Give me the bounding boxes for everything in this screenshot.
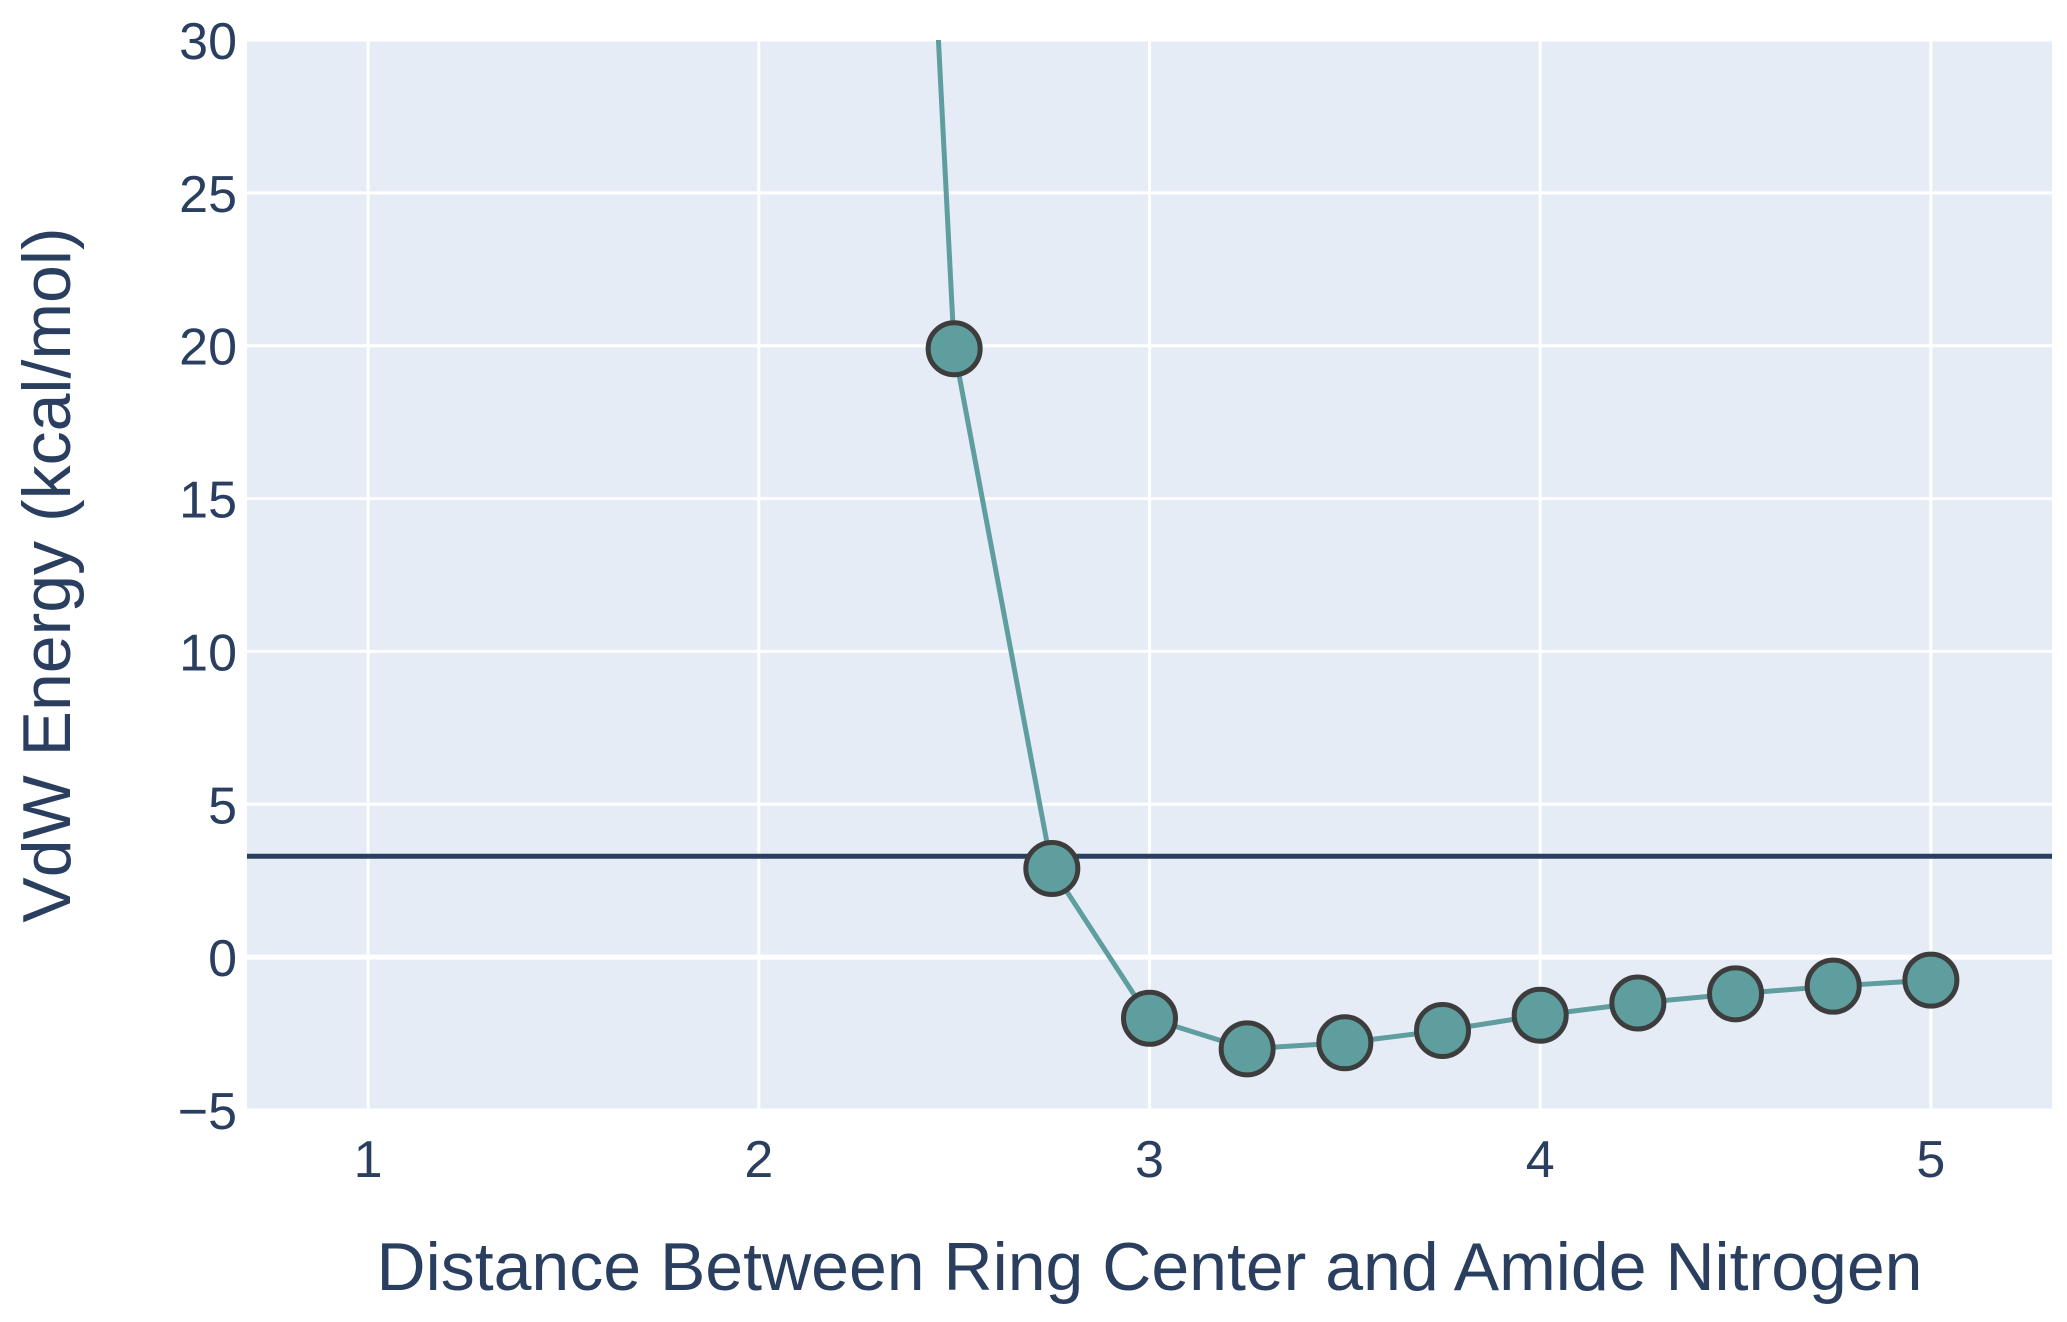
y-tick-label: 0 [208, 930, 237, 988]
y-tick-label: −5 [178, 1083, 237, 1141]
y-tick-label: 20 [179, 319, 237, 377]
y-tick-label: 10 [179, 624, 237, 682]
data-point [1121, 989, 1178, 1047]
x-tick-label: 5 [1916, 1131, 1945, 1189]
x-tick-label: 4 [1526, 1131, 1555, 1189]
data-series [925, 40, 1960, 1078]
x-tick-label: 3 [1135, 1131, 1164, 1189]
y-tick-label: 15 [179, 472, 237, 530]
data-point [1707, 965, 1765, 1023]
data-point [1316, 1014, 1374, 1072]
data-point [1902, 951, 1960, 1009]
data-point [925, 320, 983, 378]
data-point [1511, 986, 1569, 1044]
tick-labels: 1 2 3 4 5 −5 0 5 10 15 20 25 30 [178, 13, 1946, 1189]
y-axis-title: VdW Energy (kcal/mol) [9, 227, 85, 922]
data-point [1609, 974, 1667, 1032]
data-point [1023, 839, 1081, 897]
y-tick-label: 30 [179, 13, 237, 71]
x-axis-title: Distance Between Ring Center and Amide N… [377, 1229, 1923, 1305]
grid-lines [247, 38, 2052, 1112]
data-point [1414, 1002, 1472, 1060]
x-tick-label: 1 [354, 1131, 383, 1189]
data-point [1218, 1020, 1276, 1078]
x-tick-label: 2 [744, 1131, 773, 1189]
y-tick-label: 5 [208, 777, 237, 835]
data-point [1804, 957, 1862, 1015]
y-tick-label: 25 [179, 166, 237, 224]
